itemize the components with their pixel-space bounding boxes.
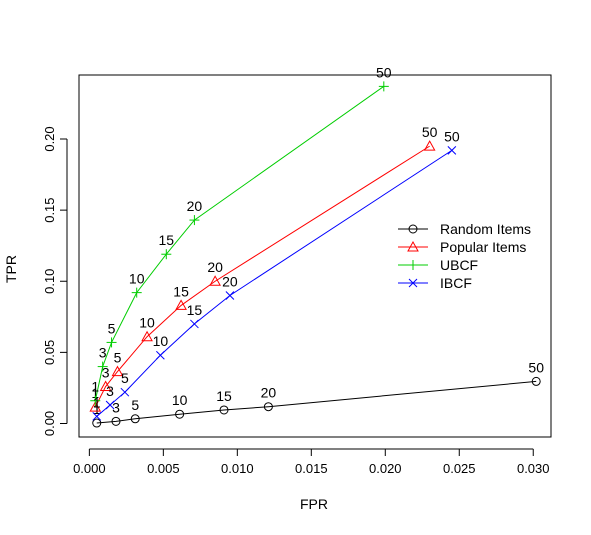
x-marker	[92, 412, 102, 421]
point-label: 10	[172, 392, 188, 408]
triangle-marker	[99, 380, 112, 392]
series-line	[94, 145, 430, 408]
point-label: 20	[261, 385, 277, 401]
legend-item: Popular Items	[398, 239, 526, 255]
point-label: 5	[114, 350, 122, 366]
x-marker	[156, 350, 165, 360]
point-label: 50	[528, 359, 544, 375]
x-marker	[225, 291, 235, 300]
plus-marker	[189, 215, 200, 226]
axes: 0.000 0.005 0.010 0.015 0.020 0.025 0.030 0.00 0…	[42, 74, 552, 476]
point-label: 3	[106, 383, 114, 399]
point-label: 1	[93, 394, 101, 410]
triangle-marker	[175, 299, 187, 310]
legend-label: UBCF	[440, 257, 478, 273]
point-label: 3	[112, 399, 120, 415]
triangle-marker	[141, 330, 153, 342]
circle-marker	[111, 416, 121, 426]
plus-marker	[106, 337, 117, 348]
x-tick-label: 0.010	[221, 461, 254, 476]
point-label: 1	[91, 379, 99, 395]
y-tick-label: 0.05	[42, 340, 57, 365]
triangle-marker	[423, 140, 436, 151]
x-tick-label: 0.025	[443, 461, 476, 476]
legend-item: Random Items	[398, 221, 531, 237]
circle-marker	[531, 376, 541, 386]
x-tick-label: 0.020	[369, 461, 402, 476]
point-label: 1	[93, 401, 101, 417]
point-label: 50	[444, 128, 460, 144]
circle-marker	[263, 402, 273, 412]
plus-marker	[408, 260, 418, 270]
legend-label: Popular Items	[440, 239, 526, 255]
x-marker	[105, 400, 115, 410]
x-marker	[447, 146, 457, 155]
circle-marker	[130, 414, 140, 424]
x-marker	[120, 387, 130, 397]
x-tick-label: 0.015	[295, 461, 328, 476]
circle-marker	[408, 224, 418, 234]
point-label: 15	[187, 302, 203, 318]
point-label: 15	[159, 232, 175, 248]
circle-marker	[219, 405, 229, 415]
point-label: 1	[91, 385, 99, 401]
y-tick-label: 0.20	[42, 126, 57, 151]
y-tick-label: 0.00	[42, 411, 57, 436]
point-label: 50	[376, 64, 392, 80]
legend-item: IBCF	[398, 275, 472, 291]
legend-label: IBCF	[440, 275, 472, 291]
plot-frame	[78, 74, 552, 438]
point-label: 3	[99, 345, 107, 361]
point-label: 50	[422, 124, 438, 140]
legend-label: Random Items	[440, 221, 531, 237]
triangle-marker	[407, 240, 419, 252]
point-label: 20	[187, 198, 203, 214]
y-tick-label: 0.15	[42, 197, 57, 222]
legend: Random Items Popular Items UBCF IBCF	[398, 221, 531, 291]
x-tick-label: 0.030	[517, 461, 550, 476]
plus-marker	[161, 249, 172, 260]
y-axis-label: TPR	[3, 255, 19, 283]
point-label: 3	[102, 365, 110, 381]
triangle-marker	[89, 401, 102, 412]
x-marker	[190, 319, 199, 329]
x-tick-label: 0.005	[147, 461, 180, 476]
series-line	[94, 85, 385, 401]
point-label: 20	[222, 273, 238, 289]
y-tick-label: 0.10	[42, 269, 57, 294]
point-label: 10	[153, 333, 169, 349]
x-marker	[408, 278, 418, 288]
point-label: 10	[139, 315, 155, 331]
point-label: 10	[129, 271, 145, 287]
x-axis-label: FPR	[300, 496, 328, 512]
x-tick-label: 0.000	[73, 461, 106, 476]
point-label: 5	[108, 320, 116, 336]
plus-marker	[378, 81, 389, 92]
point-label: 20	[207, 259, 223, 275]
triangle-marker	[111, 365, 124, 377]
point-label: 5	[131, 397, 139, 413]
circle-marker	[92, 418, 102, 428]
series-layer: 1 3 5 10 15 205013510152050135101520501351015…	[89, 64, 544, 428]
plus-marker	[131, 287, 142, 298]
point-label: 5	[121, 370, 129, 386]
plus-marker	[97, 361, 108, 372]
plus-marker	[90, 395, 101, 406]
legend-item: UBCF	[398, 257, 478, 273]
point-label: 15	[173, 283, 189, 299]
series-line	[96, 380, 537, 424]
point-label: 15	[216, 388, 232, 404]
circle-marker	[175, 409, 185, 419]
triangle-marker	[209, 275, 221, 286]
